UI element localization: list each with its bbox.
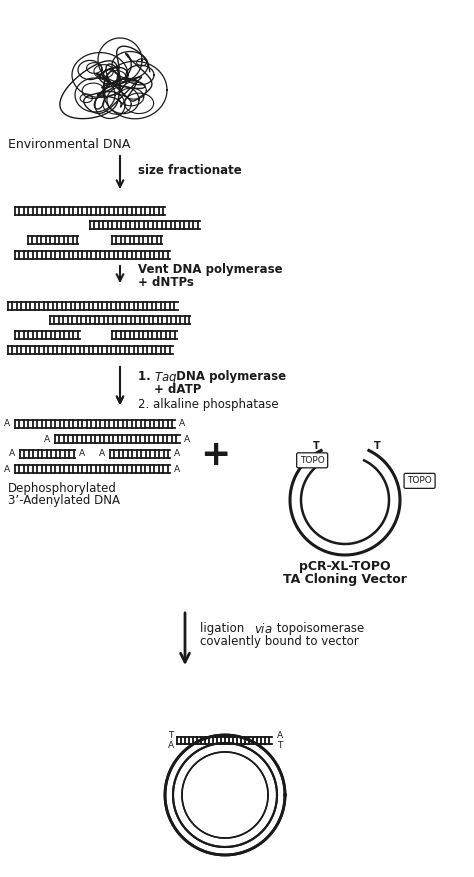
Text: T: T: [277, 741, 282, 751]
Text: A: A: [99, 450, 105, 459]
Text: A: A: [179, 419, 185, 429]
Text: TOPO: TOPO: [407, 476, 432, 485]
Text: A: A: [276, 731, 283, 739]
Text: A: A: [4, 419, 10, 429]
Text: covalently bound to vector: covalently bound to vector: [200, 635, 359, 648]
Text: $\mathit{via}$: $\mathit{via}$: [254, 622, 273, 636]
Text: DNA polymerase: DNA polymerase: [172, 370, 286, 383]
Text: Dephosphorylated: Dephosphorylated: [8, 482, 117, 495]
Text: $\mathit{Taq}$: $\mathit{Taq}$: [154, 370, 177, 386]
Text: Environmental DNA: Environmental DNA: [8, 138, 130, 151]
Text: T: T: [313, 441, 319, 452]
Text: + dATP: + dATP: [154, 383, 201, 396]
Text: ligation: ligation: [200, 622, 248, 635]
Text: A: A: [9, 450, 15, 459]
Text: size fractionate: size fractionate: [138, 163, 242, 176]
FancyBboxPatch shape: [297, 453, 328, 467]
Text: T: T: [374, 441, 380, 452]
Text: 2. alkaline phosphatase: 2. alkaline phosphatase: [138, 398, 279, 411]
Text: Vent DNA polymerase: Vent DNA polymerase: [138, 263, 283, 276]
Text: T: T: [168, 731, 173, 739]
Text: 3’-Adenylated DNA: 3’-Adenylated DNA: [8, 494, 120, 507]
Text: A: A: [4, 465, 10, 474]
Text: A: A: [167, 741, 173, 751]
Text: 1.: 1.: [138, 370, 155, 383]
Text: +: +: [200, 438, 230, 472]
Text: A: A: [174, 450, 180, 459]
Text: A: A: [174, 465, 180, 474]
Text: pCR-XL-TOPO: pCR-XL-TOPO: [299, 560, 391, 573]
Text: topoisomerase: topoisomerase: [273, 622, 364, 635]
Text: TOPO: TOPO: [300, 456, 325, 465]
Text: A: A: [44, 434, 50, 444]
Text: + dNTPs: + dNTPs: [138, 275, 194, 289]
Text: A: A: [184, 434, 190, 444]
Text: A: A: [79, 450, 85, 459]
FancyBboxPatch shape: [404, 474, 435, 488]
Text: TA Cloning Vector: TA Cloning Vector: [283, 573, 407, 586]
Circle shape: [183, 753, 266, 837]
